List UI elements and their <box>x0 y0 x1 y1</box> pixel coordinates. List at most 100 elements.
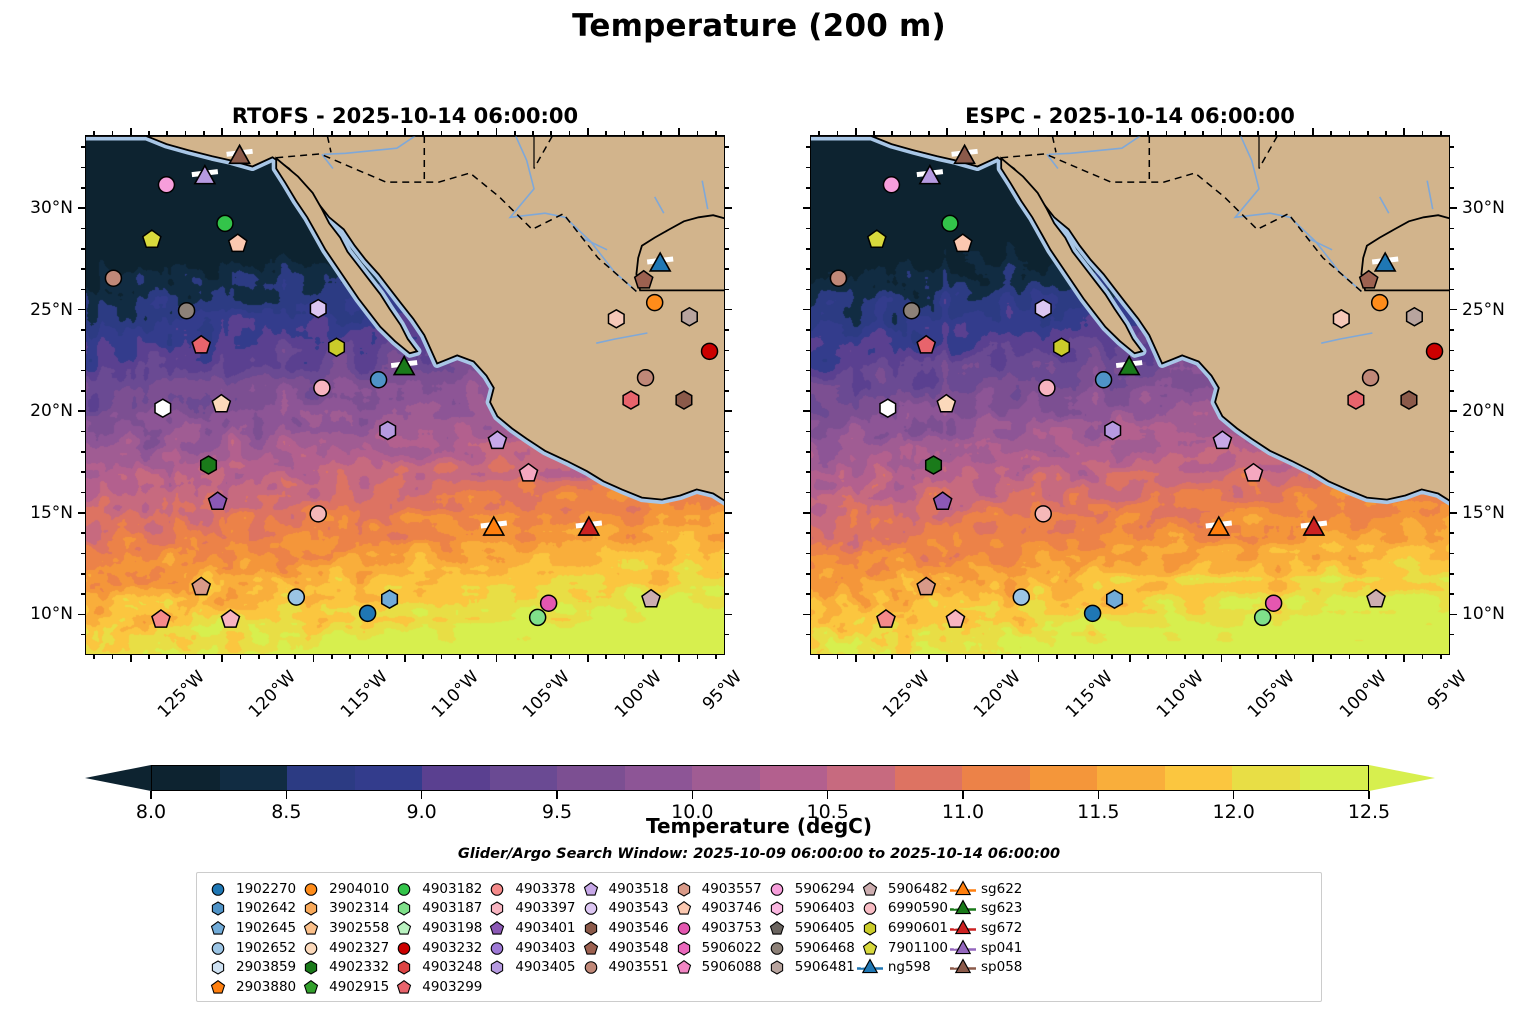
platform-marker-sg622[interactable] <box>480 515 508 536</box>
platform-marker-4903753[interactable] <box>539 594 558 612</box>
platform-marker-4903401[interactable] <box>932 491 953 511</box>
platform-marker-4903551b[interactable] <box>636 368 655 387</box>
legend-entry-1902270[interactable]: 1902270 <box>203 879 296 899</box>
platform-marker-4903397[interactable] <box>1038 379 1056 397</box>
platform-marker-4903403[interactable] <box>1034 505 1052 523</box>
platform-marker-4903518[interactable] <box>1212 430 1233 450</box>
legend-entry-6990601[interactable]: 6990601 <box>855 918 948 938</box>
platform-marker-4902327[interactable] <box>879 398 897 419</box>
platform-marker-sp058[interactable] <box>951 143 978 165</box>
legend-entry-5906403[interactable]: 5906403 <box>762 899 855 919</box>
platform-marker-5906468[interactable] <box>902 301 921 320</box>
platform-marker-4903746b[interactable] <box>607 308 625 329</box>
platform-marker-4903398[interactable] <box>211 393 232 413</box>
platform-marker-4903543[interactable] <box>1034 298 1052 319</box>
legend-entry-4903397[interactable]: 4903397 <box>482 899 576 919</box>
platform-marker-4903248[interactable] <box>1347 390 1365 410</box>
platform-marker-sg622[interactable] <box>1205 515 1233 536</box>
platform-marker-4903546[interactable] <box>1400 390 1418 410</box>
legend-entry-4903403[interactable]: 4903403 <box>482 938 576 958</box>
platform-marker-4903518[interactable] <box>487 430 508 450</box>
legend-entry-4903543[interactable]: 4903543 <box>576 899 669 919</box>
platform-marker-2903880[interactable] <box>876 609 896 628</box>
platform-marker-4903551[interactable] <box>104 269 123 287</box>
legend-entry-sg672[interactable]: sg672 <box>948 918 1022 938</box>
platform-marker-4902332[interactable] <box>199 455 218 475</box>
platform-marker-4902332[interactable] <box>924 455 943 475</box>
legend-entry-4903299[interactable]: 4903299 <box>389 977 482 997</box>
map-panel-rtofs[interactable] <box>85 135 725 655</box>
platform-marker-5906088[interactable] <box>381 589 399 609</box>
platform-marker-4903746[interactable] <box>952 233 973 253</box>
legend-entry-4903753[interactable]: 4903753 <box>669 918 762 938</box>
platform-marker-4903403[interactable] <box>309 505 327 523</box>
legend-entry-1902652[interactable]: 1902652 <box>203 938 296 958</box>
platform-marker-4903546[interactable] <box>675 390 693 410</box>
legend-entry-1902645[interactable]: 1902645 <box>203 918 296 938</box>
platform-marker-4903401[interactable] <box>207 491 228 511</box>
platform-marker-6990601[interactable] <box>327 337 346 358</box>
legend-entry-sp041[interactable]: sp041 <box>948 938 1022 958</box>
legend-entry-4902327[interactable]: 4902327 <box>296 938 389 958</box>
platform-marker-sp041[interactable] <box>916 163 944 185</box>
platform-marker-5906294[interactable] <box>882 176 901 194</box>
platform-marker-ng598[interactable] <box>646 251 674 272</box>
legend-entry-5906022[interactable]: 5906022 <box>669 938 762 958</box>
legend-entry-4903198[interactable]: 4903198 <box>389 918 482 938</box>
platform-marker-3902314[interactable] <box>220 609 241 628</box>
legend-entry-sp058[interactable]: sp058 <box>948 957 1022 977</box>
platform-marker-4903746b[interactable] <box>1332 308 1350 329</box>
platform-marker-4903557[interactable] <box>916 576 937 596</box>
platform-marker-4903753[interactable] <box>1264 594 1283 612</box>
legend-entry-4903746[interactable]: 4903746 <box>669 899 762 919</box>
platform-marker-1902270[interactable] <box>1083 604 1102 623</box>
legend-entry-3902314[interactable]: 3902314 <box>296 899 389 919</box>
platform-marker-5906482[interactable] <box>641 588 661 608</box>
colorbar[interactable]: 8.0 8.5 9.0 9.5 10.0 10.5 11.0 11.5 12.0 12.5 <box>85 765 1435 823</box>
platform-marker-4903299[interactable] <box>916 334 937 354</box>
legend-entry-4903182[interactable]: 4903182 <box>389 879 482 899</box>
platform-marker-5906403[interactable] <box>287 588 306 606</box>
legend-entry-4902332[interactable]: 4902332 <box>296 957 389 977</box>
platform-marker-4903299[interactable] <box>191 334 212 354</box>
platform-marker-4903182[interactable] <box>1253 608 1272 627</box>
platform-marker-3902314[interactable] <box>945 609 966 628</box>
platform-marker-4903187[interactable] <box>390 354 418 376</box>
platform-marker-5906468[interactable] <box>177 301 196 320</box>
legend-entry-4903401[interactable]: 4903401 <box>482 918 576 938</box>
legend-entry-4903248[interactable]: 4903248 <box>389 957 482 977</box>
platform-marker-4903746[interactable] <box>227 233 248 253</box>
legend-entry-4903378[interactable]: 4903378 <box>482 879 576 899</box>
platform-marker-4903405[interactable] <box>379 420 397 441</box>
legend-entry-5906468[interactable]: 5906468 <box>762 938 855 958</box>
platform-marker-4903557[interactable] <box>191 576 212 596</box>
legend-entry-4902915[interactable]: 4902915 <box>296 977 389 997</box>
platform-marker-4903548[interactable] <box>1358 269 1379 289</box>
platform-marker-4903397[interactable] <box>313 379 331 397</box>
platform-marker-5906294[interactable] <box>157 176 176 194</box>
platform-marker-sg672[interactable] <box>1300 515 1328 536</box>
legend-entry-sg623[interactable]: sg623 <box>948 899 1022 919</box>
platform-marker-5906022[interactable] <box>1094 371 1113 389</box>
platform-legend[interactable]: 1902270 1902642 1902645 1902652 2903859 29038… <box>196 872 1322 1002</box>
platform-marker-5906403[interactable] <box>1012 588 1031 606</box>
platform-marker-4903551[interactable] <box>829 269 848 287</box>
legend-entry-4903187[interactable]: 4903187 <box>389 899 482 919</box>
legend-entry-4903546[interactable]: 4903546 <box>576 918 669 938</box>
platform-marker-5906481[interactable] <box>1405 306 1423 327</box>
platform-marker-ng598[interactable] <box>1371 251 1399 272</box>
platform-marker-4902915[interactable] <box>941 214 959 233</box>
platform-marker-4903548[interactable] <box>633 269 654 289</box>
legend-entry-1902642[interactable]: 1902642 <box>203 899 296 919</box>
platform-marker-2903880[interactable] <box>151 609 171 628</box>
platform-marker-4903543[interactable] <box>309 298 327 319</box>
legend-entry-2903859[interactable]: 2903859 <box>203 957 296 977</box>
legend-entry-5906481[interactable]: 5906481 <box>762 957 855 977</box>
platform-marker-5906481[interactable] <box>680 306 698 327</box>
legend-entry-4903551[interactable]: 4903551 <box>576 957 669 977</box>
platform-marker-6990601[interactable] <box>1052 337 1071 358</box>
legend-entry-5906294[interactable]: 5906294 <box>762 879 855 899</box>
platform-marker-2904010[interactable] <box>1370 293 1389 312</box>
legend-entry-5906088[interactable]: 5906088 <box>669 957 762 977</box>
platform-marker-sp041[interactable] <box>191 163 219 185</box>
